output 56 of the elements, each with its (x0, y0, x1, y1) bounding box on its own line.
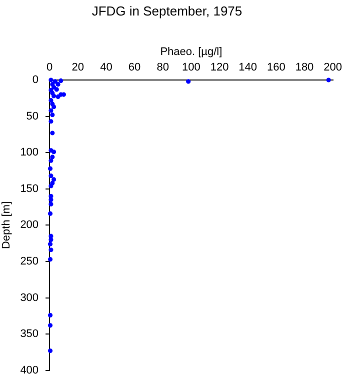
point (56, 94, 60, 99)
point (48, 184, 54, 188)
point (48, 234, 54, 238)
point (48, 119, 54, 124)
point (52, 79, 58, 84)
point (48, 108, 54, 113)
point (48, 211, 53, 216)
point (48, 237, 54, 242)
x-tick-label: 100 (182, 61, 200, 74)
point (48, 323, 53, 328)
point (52, 84, 56, 90)
y-tick-label: 100 (20, 146, 39, 159)
point (48, 312, 53, 318)
point (50, 154, 55, 160)
point (48, 78, 54, 82)
y-tick-label: 0 (32, 74, 39, 86)
point (58, 78, 64, 84)
x-tick-label: 180 (295, 61, 314, 74)
x-tick-label: 40 (100, 61, 112, 74)
y-tick-label: 350 (20, 328, 39, 340)
x-tick-label: 160 (266, 61, 286, 74)
point (48, 257, 53, 262)
point (50, 130, 55, 136)
y-axis-title: Depth [m] (0, 201, 13, 250)
x-tick-label: 60 (128, 61, 141, 74)
point (52, 177, 56, 182)
x-tick-label: 200 (324, 61, 342, 74)
point (52, 94, 56, 98)
x-tick-label: 120 (210, 61, 229, 74)
point (54, 87, 59, 92)
point (186, 79, 191, 84)
point (52, 150, 56, 154)
y-tick-label: 300 (20, 292, 39, 304)
y-tick-label: 250 (20, 256, 39, 268)
x-tick-label: 20 (72, 61, 84, 74)
point (48, 202, 54, 206)
point (56, 82, 60, 87)
point (52, 104, 56, 110)
point (48, 248, 54, 252)
point (326, 78, 331, 82)
x-tick-label: 80 (156, 61, 169, 74)
x-axis-title: Phaeo. [µg/l] (160, 46, 222, 58)
point (48, 158, 54, 163)
y-tick-label: 150 (20, 182, 39, 195)
y-tick-label: 400 (20, 364, 39, 376)
y-tick-label: 200 (20, 219, 39, 232)
point (50, 112, 55, 118)
x-tick-label: 140 (238, 61, 258, 74)
x-tick-label: 0 (46, 61, 53, 74)
point (48, 98, 54, 103)
point (48, 348, 53, 354)
point (48, 166, 53, 171)
point (48, 242, 53, 246)
point (48, 174, 54, 178)
y-tick-label: 50 (26, 110, 39, 122)
chart-title: JFDG in September, 1975 (92, 3, 242, 18)
